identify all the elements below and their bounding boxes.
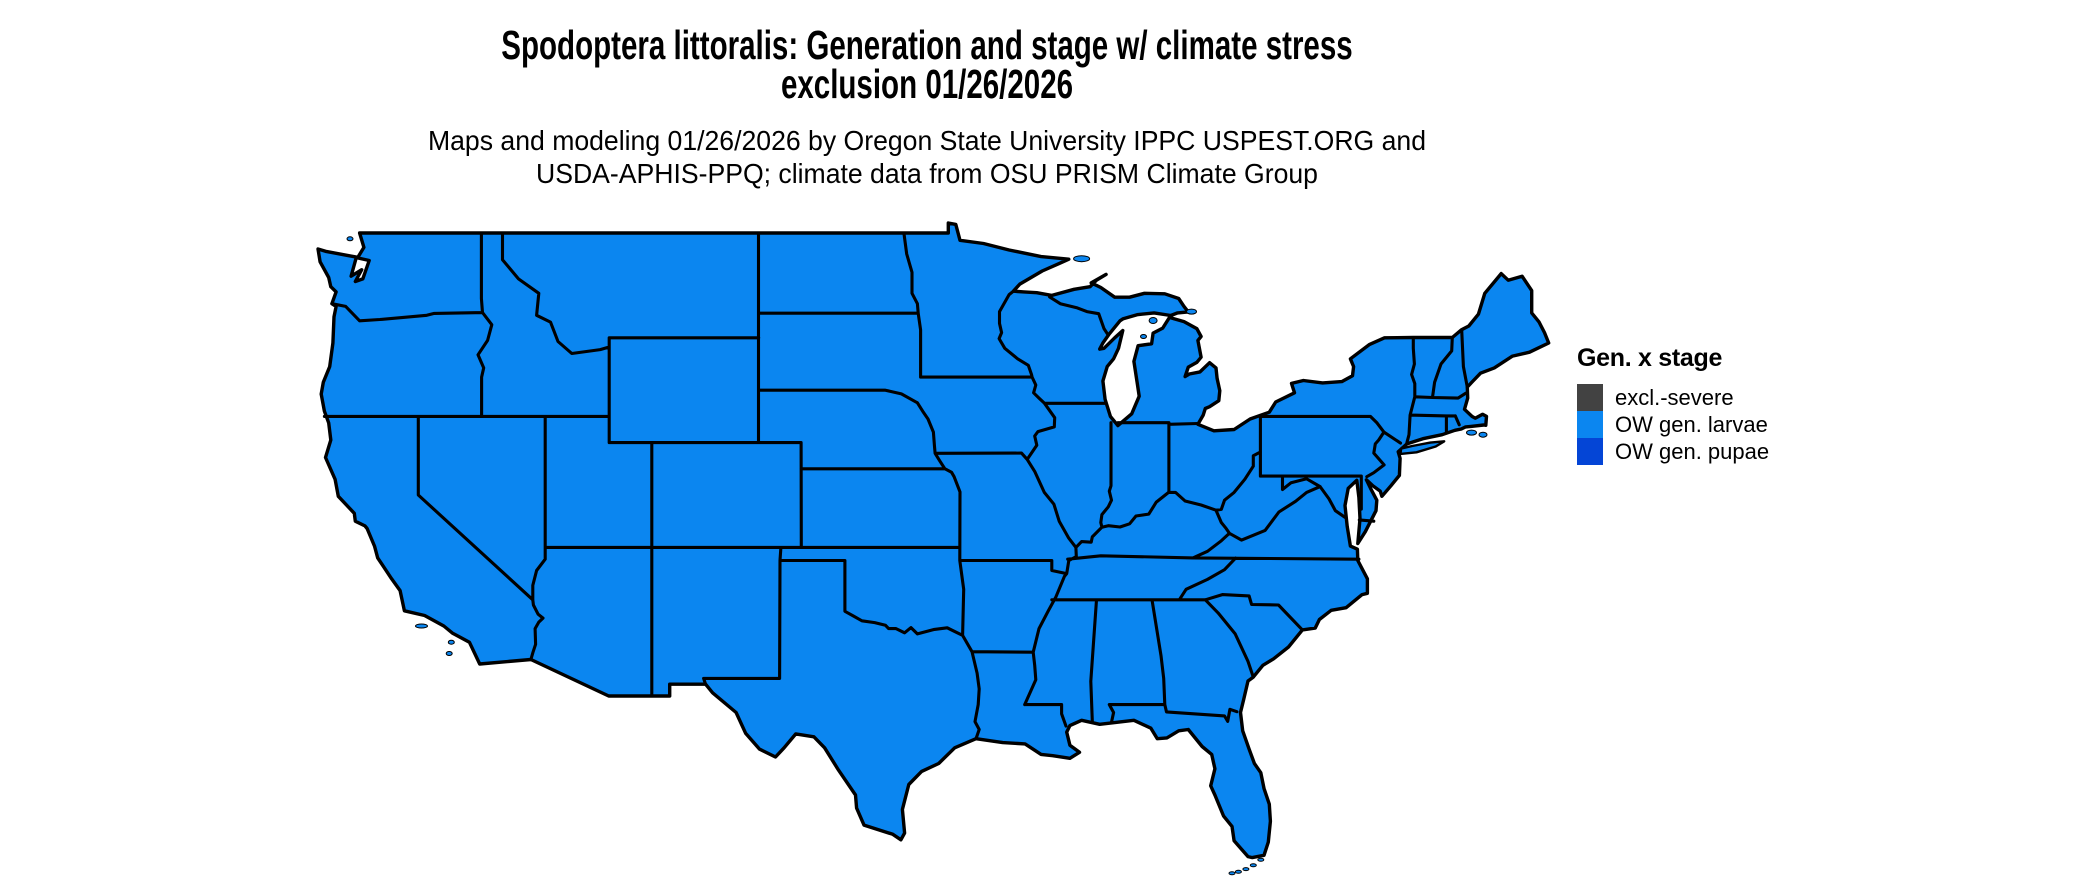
island (1228, 871, 1236, 876)
legend-label-excl-severe: excl.-severe (1615, 384, 1734, 410)
long-island (1399, 440, 1446, 456)
island (447, 639, 455, 645)
figure-subtitle: Maps and modeling 01/26/2026 by Oregon S… (46, 124, 1807, 190)
figure-title: Spodoptera littoralis: Generation and st… (260, 22, 1595, 107)
legend-label-ow-gen-larvae: OW gen. larvae (1615, 411, 1768, 437)
figure-header: Spodoptera littoralis: Generation and st… (0, 0, 1854, 190)
island (1478, 431, 1488, 438)
subtitle-line-2: USDA-APHIS-PPQ; climate data from OSU PR… (536, 158, 1318, 189)
legend-row-ow-gen-larvae: OW gen. larvae (1577, 411, 1769, 438)
island (1140, 334, 1147, 339)
legend-swatch-ow-gen-pupae (1577, 438, 1603, 465)
island (1186, 308, 1197, 315)
legend-row-excl-severe: excl.-severe (1577, 384, 1769, 411)
legend-swatch-excl-severe (1577, 384, 1603, 411)
legend: Gen. x stage excl.-severe OW gen. larvae… (1577, 344, 1769, 465)
legend-label-ow-gen-pupae: OW gen. pupae (1615, 438, 1770, 464)
island (1073, 255, 1091, 263)
title-line-1: Spodoptera littoralis: Generation and st… (501, 22, 1353, 68)
island (1148, 317, 1158, 324)
legend-row-ow-gen-pupae: OW gen. pupae (1577, 438, 1769, 465)
subtitle-line-1: Maps and modeling 01/26/2026 by Oregon S… (427, 125, 1427, 156)
title-line-2: exclusion 01/26/2026 (780, 61, 1074, 107)
legend-swatch-ow-gen-larvae (1577, 411, 1603, 438)
island (415, 623, 428, 629)
island (1249, 863, 1257, 868)
island (1257, 857, 1265, 862)
legend-title: Gen. x stage (1577, 344, 1723, 372)
conus-outline (316, 221, 1551, 860)
island (1466, 429, 1477, 436)
state-borders (322, 231, 1469, 741)
island (445, 651, 453, 656)
island (346, 236, 354, 242)
island (1234, 869, 1242, 874)
island (1242, 867, 1250, 872)
